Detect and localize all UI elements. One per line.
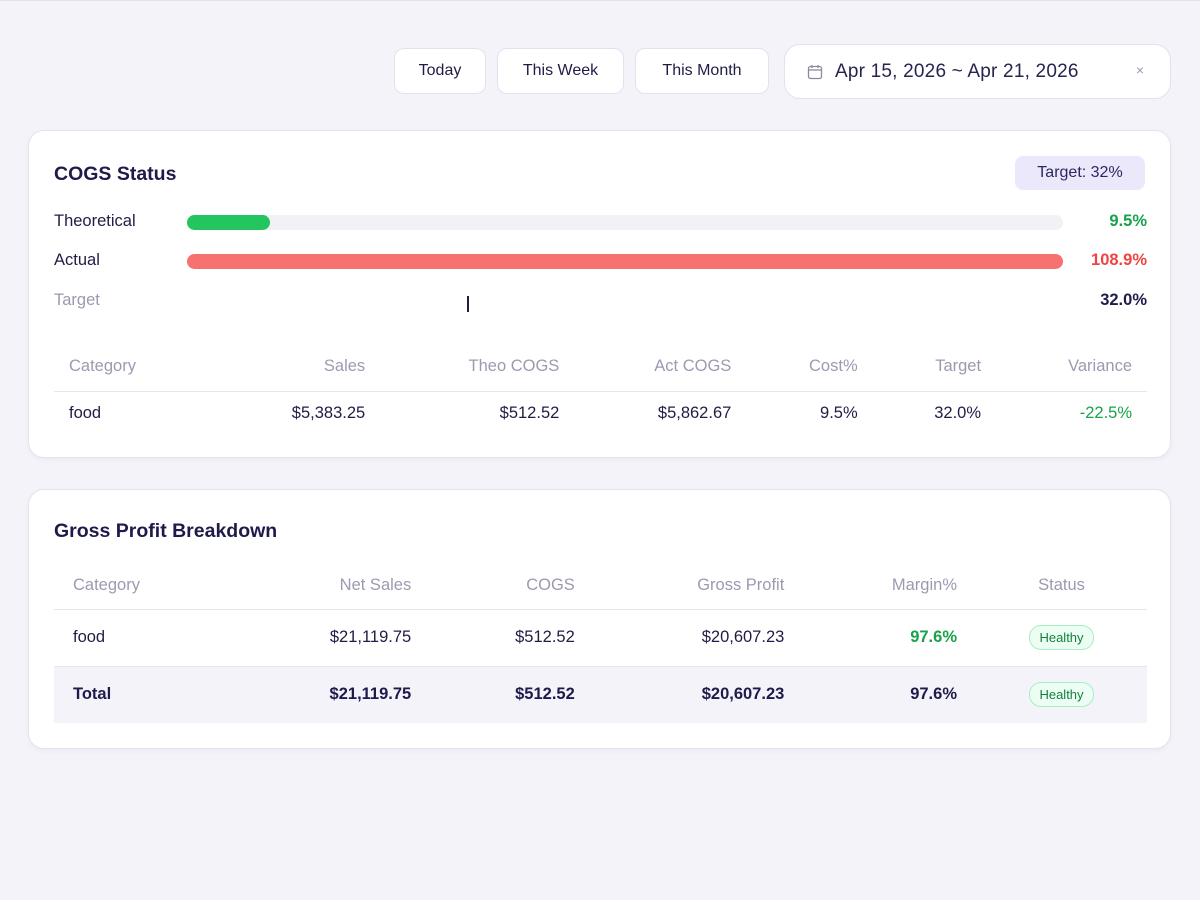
today-button[interactable]: Today (394, 48, 486, 94)
total-label: Total (54, 666, 230, 723)
col-margin: Margin% (803, 562, 976, 610)
actual-value: 108.9% (1091, 251, 1147, 269)
gross-profit-card: Gross Profit Breakdown Category Net Sale… (28, 489, 1171, 749)
date-range-picker[interactable]: Apr 15, 2026 ~ Apr 21, 2026 × (784, 44, 1171, 99)
col-target: Target (872, 343, 997, 392)
cogs-status-card: COGS Status Target: 32% Theoretical 9.5%… (28, 130, 1171, 458)
total-gross-profit: $20,607.23 (593, 666, 804, 723)
cogs-table-header: Category Sales Theo COGS Act COGS Cost% … (54, 343, 1147, 392)
theoretical-label: Theoretical (54, 212, 136, 230)
cell-variance: -22.5% (1079, 403, 1132, 422)
col-cost-pct: Cost% (746, 343, 873, 392)
cell-net-sales: $21,119.75 (229, 609, 431, 667)
target-marker (467, 296, 470, 312)
gross-profit-title: Gross Profit Breakdown (54, 520, 278, 542)
cell-theo-cogs: $512.52 (499, 403, 560, 422)
cogs-table: Category Sales Theo COGS Act COGS Cost% … (54, 343, 1147, 435)
table-row: food $21,119.75 $512.52 $20,607.23 97.6%… (54, 609, 1147, 667)
theoretical-bar-row: Theoretical 9.5% (54, 211, 1147, 233)
col-gross-profit: Gross Profit (593, 562, 804, 610)
col-net-sales: Net Sales (229, 562, 431, 610)
cell-category: food (54, 609, 230, 667)
theoretical-track (187, 215, 1063, 230)
col-variance: Variance (996, 343, 1147, 392)
col-sales: Sales (214, 343, 381, 392)
actual-label: Actual (54, 251, 100, 269)
target-badge: Target: 32% (1015, 156, 1145, 190)
date-range-toolbar: Today This Week This Month Apr 15, 2026 … (0, 44, 1200, 100)
cell-category: food (69, 403, 102, 422)
calendar-icon (807, 64, 823, 80)
cell-cogs: $512.52 (430, 609, 594, 667)
total-margin: 97.6% (803, 666, 976, 723)
col-cogs: COGS (430, 562, 594, 610)
actual-track (187, 254, 1063, 269)
this-month-button[interactable]: This Month (635, 48, 769, 94)
total-cogs: $512.52 (430, 666, 594, 723)
theoretical-fill (187, 215, 271, 230)
actual-fill (187, 254, 1063, 269)
cell-status: Healthy (976, 609, 1147, 667)
this-week-button[interactable]: This Week (497, 48, 624, 94)
col-status: Status (976, 562, 1147, 610)
status-badge: Healthy (1029, 625, 1094, 650)
gross-profit-table: Category Net Sales COGS Gross Profit Mar… (54, 562, 1147, 723)
cell-target: 32.0% (934, 403, 982, 422)
cell-margin: 97.6% (803, 609, 976, 667)
theoretical-value: 9.5% (1109, 212, 1147, 230)
cell-cost-pct: 9.5% (820, 403, 858, 422)
col-theo-cogs: Theo COGS (380, 343, 575, 392)
cell-gross-profit: $20,607.23 (593, 609, 804, 667)
gross-profit-table-header: Category Net Sales COGS Gross Profit Mar… (54, 562, 1147, 610)
total-row: Total $21,119.75 $512.52 $20,607.23 97.6… (54, 666, 1147, 723)
top-divider (0, 0, 1200, 3)
col-act-cogs: Act COGS (574, 343, 747, 392)
actual-bar-row: Actual 108.9% (54, 250, 1147, 272)
col-category: Category (54, 343, 214, 392)
table-row: food $5,383.25 $512.52 $5,862.67 9.5% 32… (54, 391, 1147, 435)
cell-sales: $5,383.25 (291, 403, 366, 422)
col-category: Category (54, 562, 230, 610)
target-label: Target (54, 291, 100, 309)
target-track (187, 294, 1063, 312)
status-badge: Healthy (1029, 682, 1094, 708)
cell-act-cogs: $5,862.67 (657, 403, 732, 422)
total-status: Healthy (976, 666, 1147, 723)
close-icon[interactable]: × (1135, 62, 1144, 78)
target-value: 32.0% (1100, 291, 1147, 309)
cogs-status-title: COGS Status (54, 163, 177, 185)
date-range-text: Apr 15, 2026 ~ Apr 21, 2026 (835, 60, 1079, 82)
target-bar-row: Target 32.0% (54, 290, 1147, 312)
total-net-sales: $21,119.75 (229, 666, 431, 723)
